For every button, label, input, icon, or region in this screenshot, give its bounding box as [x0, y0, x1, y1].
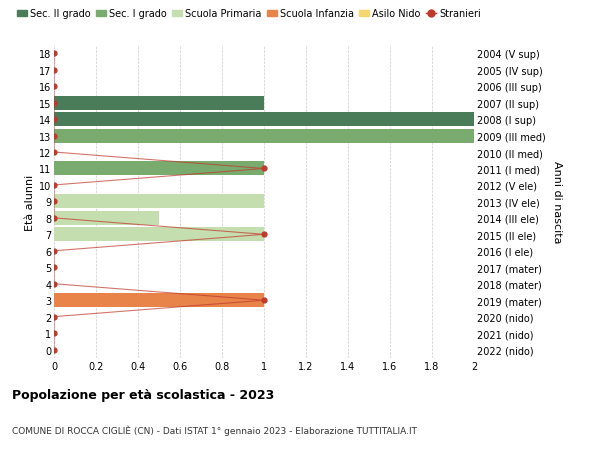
Bar	[54, 212, 159, 225]
Bar	[54, 195, 264, 209]
Bar	[54, 294, 264, 308]
Bar	[54, 113, 474, 127]
Legend: Sec. II grado, Sec. I grado, Scuola Primaria, Scuola Infanzia, Asilo Nido, Stran: Sec. II grado, Sec. I grado, Scuola Prim…	[17, 10, 481, 19]
Text: COMUNE DI ROCCA CIGLIÈ (CN) - Dati ISTAT 1° gennaio 2023 - Elaborazione TUTTITAL: COMUNE DI ROCCA CIGLIÈ (CN) - Dati ISTAT…	[12, 425, 417, 435]
Bar	[54, 129, 474, 143]
Y-axis label: Età alunni: Età alunni	[25, 174, 35, 230]
Y-axis label: Anni di nascita: Anni di nascita	[552, 161, 562, 243]
Bar	[54, 162, 264, 176]
Text: Popolazione per età scolastica - 2023: Popolazione per età scolastica - 2023	[12, 388, 274, 401]
Bar	[54, 228, 264, 242]
Bar	[54, 96, 264, 110]
